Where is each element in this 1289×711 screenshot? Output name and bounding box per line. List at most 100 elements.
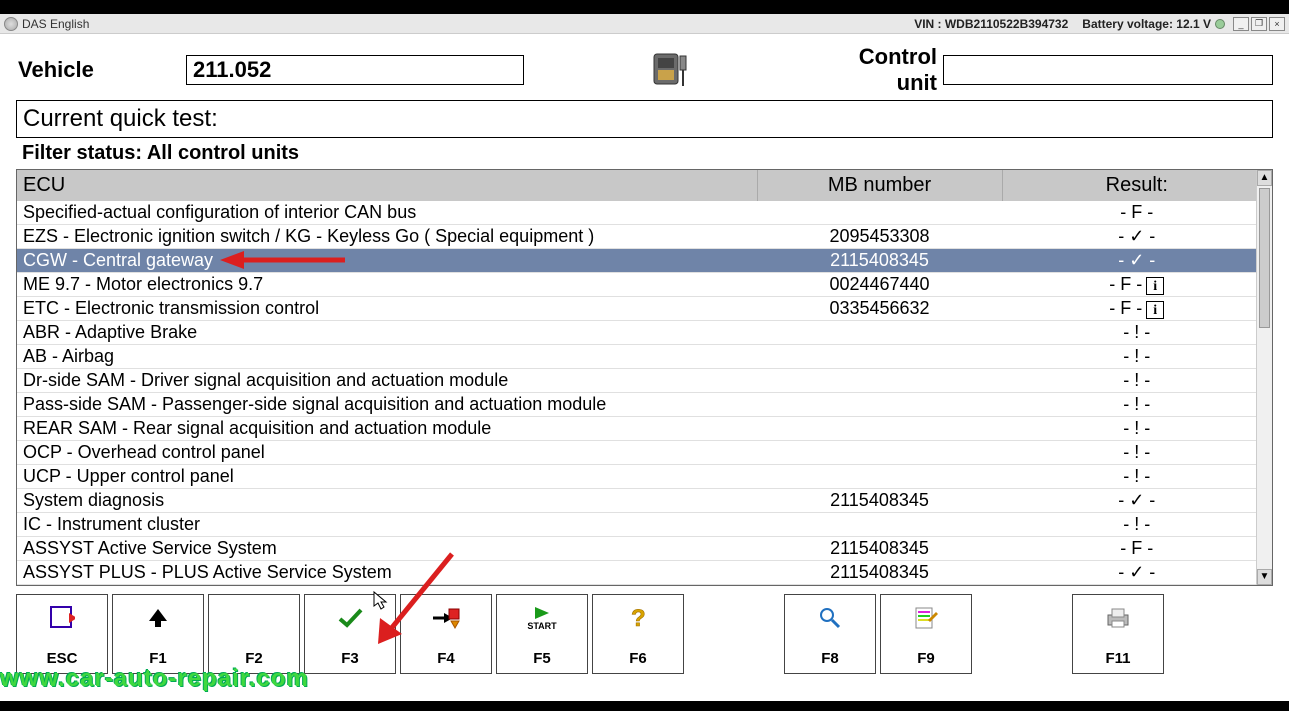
cell-ecu: EZS - Electronic ignition switch / KG - … (17, 225, 757, 249)
control-unit-input[interactable] (943, 55, 1273, 85)
app-icon (4, 17, 18, 31)
cell-ecu: Dr-side SAM - Driver signal acquisition … (17, 369, 757, 393)
start-icon: START (527, 603, 556, 633)
table-row[interactable]: ABR - Adaptive Brake- ! - (17, 321, 1272, 345)
close-button[interactable]: × (1269, 17, 1285, 31)
table-row[interactable]: REAR SAM - Rear signal acquisition and a… (17, 417, 1272, 441)
cell-ecu: Specified-actual configuration of interi… (17, 201, 757, 225)
cell-ecu: Pass-side SAM - Passenger-side signal ac… (17, 393, 757, 417)
f8-button[interactable]: F8 (784, 594, 876, 674)
f9-label: F9 (917, 650, 935, 667)
info-icon[interactable]: i (1146, 301, 1164, 319)
cell-result: - F - (1002, 201, 1272, 225)
cell-result: - F - (1002, 537, 1272, 561)
cell-mb: 0335456632 (757, 297, 1002, 321)
f1-label: F1 (149, 650, 167, 667)
f4-label: F4 (437, 650, 455, 667)
cell-ecu: ME 9.7 - Motor electronics 9.7 (17, 273, 757, 297)
f3-button[interactable]: F3 (304, 594, 396, 674)
cell-ecu: OCP - Overhead control panel (17, 441, 757, 465)
svg-text:?: ? (631, 606, 646, 630)
help-icon: ? (627, 603, 649, 633)
table-row[interactable]: Pass-side SAM - Passenger-side signal ac… (17, 393, 1272, 417)
print-icon (1105, 603, 1131, 633)
scroll-thumb[interactable] (1259, 188, 1270, 328)
cell-result: - ! - (1002, 513, 1272, 537)
cell-mb: 2095453308 (757, 225, 1002, 249)
scroll-down-icon[interactable]: ▼ (1257, 569, 1272, 585)
cell-mb: 2115408345 (757, 249, 1002, 273)
f6-label: F6 (629, 650, 647, 667)
f2-button[interactable]: F2 (208, 594, 300, 674)
f6-button[interactable]: ? F6 (592, 594, 684, 674)
f4-button[interactable]: F4 (400, 594, 492, 674)
ecu-table-wrap: ECU MB number Result: Specified-actual c… (16, 169, 1273, 586)
table-row[interactable]: UCP - Upper control panel- ! - (17, 465, 1272, 489)
table-row[interactable]: Dr-side SAM - Driver signal acquisition … (17, 369, 1272, 393)
status-led-icon (1215, 19, 1225, 29)
cell-result: - ! - (1002, 441, 1272, 465)
cell-mb (757, 345, 1002, 369)
cell-mb: 2115408345 (757, 537, 1002, 561)
col-header-mb[interactable]: MB number (757, 170, 1002, 201)
table-row[interactable]: ASSYST PLUS - PLUS Active Service System… (17, 561, 1272, 585)
battery-label: Battery voltage: 12.1 V (1082, 17, 1211, 31)
fkey-spacer (688, 594, 780, 674)
search-icon (818, 603, 842, 633)
vehicle-label: Vehicle (16, 57, 186, 83)
window-bottom-border (0, 701, 1289, 711)
cell-ecu: System diagnosis (17, 489, 757, 513)
cell-ecu: CGW - Central gateway (17, 249, 757, 273)
table-row[interactable]: ASSYST Active Service System2115408345- … (17, 537, 1272, 561)
cell-ecu: REAR SAM - Rear signal acquisition and a… (17, 417, 757, 441)
vin-label: VIN : WDB2110522B394732 (914, 17, 1068, 31)
up-arrow-icon (147, 603, 169, 633)
esc-button[interactable]: ESC (16, 594, 108, 674)
vehicle-input[interactable] (186, 55, 524, 85)
cell-result: - F -i (1002, 297, 1272, 321)
table-row[interactable]: IC - Instrument cluster - ! - (17, 513, 1272, 537)
maximize-button[interactable]: ❐ (1251, 17, 1267, 31)
titlebar: DAS English VIN : WDB2110522B394732 Batt… (0, 14, 1289, 34)
scroll-up-icon[interactable]: ▲ (1257, 170, 1272, 186)
cell-mb (757, 513, 1002, 537)
cell-result: - ! - (1002, 465, 1272, 489)
table-row[interactable]: Specified-actual configuration of interi… (17, 201, 1272, 225)
edit-document-icon (914, 603, 938, 633)
f5-button[interactable]: START F5 (496, 594, 588, 674)
cell-mb (757, 465, 1002, 489)
table-row[interactable]: CGW - Central gateway2115408345- ✓ - (17, 249, 1272, 273)
f1-button[interactable]: F1 (112, 594, 204, 674)
cell-result: - ✓ - (1002, 561, 1272, 585)
info-icon[interactable]: i (1146, 277, 1164, 295)
cell-mb (757, 441, 1002, 465)
cell-mb (757, 321, 1002, 345)
cell-mb (757, 417, 1002, 441)
cell-mb (757, 201, 1002, 225)
f8-label: F8 (821, 650, 839, 667)
f5-label: F5 (533, 650, 551, 667)
col-header-result[interactable]: Result: (1002, 170, 1272, 201)
table-row[interactable]: System diagnosis2115408345- ✓ - (17, 489, 1272, 513)
cell-ecu: ASSYST PLUS - PLUS Active Service System (17, 561, 757, 585)
cell-result: - F -i (1002, 273, 1272, 297)
table-row[interactable]: ETC - Electronic transmission control033… (17, 297, 1272, 321)
table-scrollbar[interactable]: ▲ ▼ (1256, 170, 1272, 585)
table-row[interactable]: OCP - Overhead control panel - ! - (17, 441, 1272, 465)
cell-ecu: IC - Instrument cluster (17, 513, 757, 537)
control-unit-label: Control unit (815, 44, 943, 96)
cell-result: - ! - (1002, 393, 1272, 417)
table-row[interactable]: AB - Airbag- ! - (17, 345, 1272, 369)
table-row[interactable]: EZS - Electronic ignition switch / KG - … (17, 225, 1272, 249)
col-header-ecu[interactable]: ECU (17, 170, 757, 201)
header-row: Vehicle Control unit (16, 44, 1273, 96)
f9-button[interactable]: F9 (880, 594, 972, 674)
table-row[interactable]: ME 9.7 - Motor electronics 9.70024467440… (17, 273, 1272, 297)
cell-mb: 0024467440 (757, 273, 1002, 297)
minimize-button[interactable]: _ (1233, 17, 1249, 31)
cell-result: - ! - (1002, 321, 1272, 345)
f11-button[interactable]: F11 (1072, 594, 1164, 674)
checkmark-icon (337, 603, 363, 633)
cell-result: - ✓ - (1002, 489, 1272, 513)
ecu-table: ECU MB number Result: Specified-actual c… (17, 170, 1272, 585)
